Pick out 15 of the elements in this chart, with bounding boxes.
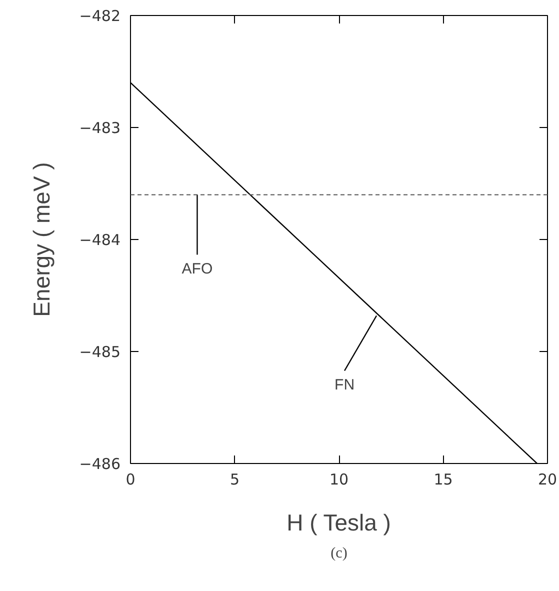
x-tick-label: 10 <box>329 470 349 488</box>
y-axis-title: Energy ( meV ) <box>28 162 54 317</box>
x-tick-label: 20 <box>538 470 558 488</box>
text: (c) <box>330 546 348 562</box>
y-tick-label: −486 <box>79 455 121 473</box>
annotation: AFO <box>182 260 213 278</box>
annotation: FN <box>334 376 355 394</box>
y-tick-label: −485 <box>79 343 121 361</box>
x-tick-label: 0 <box>126 470 136 488</box>
x-tick-label: 15 <box>434 470 453 488</box>
y-tick-label: −483 <box>79 119 121 137</box>
y-tick-label: −482 <box>79 7 121 25</box>
x-tick-label: 5 <box>230 470 240 488</box>
y-tick-label: −484 <box>79 231 121 249</box>
x-axis-title: H ( Tesla ) <box>286 510 391 536</box>
